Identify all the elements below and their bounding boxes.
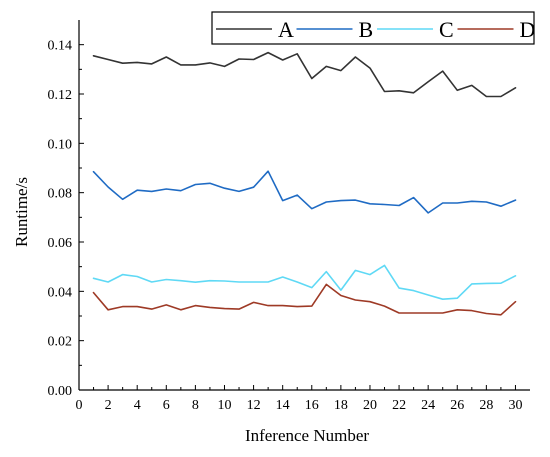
y-tick-label: 0.00 (48, 384, 73, 399)
x-tick-label: 6 (163, 398, 170, 413)
y-tick-label: 0.06 (48, 236, 73, 251)
y-tick-label: 0.08 (48, 187, 73, 202)
y-axis-title: Runtime/s (12, 177, 31, 247)
series-line-a (92, 51, 517, 98)
y-tick-label: 0.12 (48, 88, 73, 103)
x-tick-label: 14 (276, 398, 290, 413)
x-tick-label: 24 (421, 398, 435, 413)
x-axis-title: Inference Number (245, 426, 369, 445)
x-tick-label: 16 (305, 398, 319, 413)
x-tick-label: 2 (105, 398, 112, 413)
y-tick-label: 0.14 (48, 39, 73, 54)
x-tick-label: 4 (134, 398, 141, 413)
legend-box (211, 11, 535, 45)
legend-label-b: B (359, 17, 374, 42)
x-tick-label: 0 (76, 398, 83, 413)
series-line-d (92, 283, 517, 316)
series-line-b (92, 170, 517, 214)
x-tick-label: 8 (192, 398, 199, 413)
y-tick-label: 0.10 (48, 137, 73, 152)
x-tick-label: 30 (508, 398, 522, 413)
x-tick-label: 22 (392, 398, 406, 413)
legend-label-d: D (520, 17, 536, 42)
series-line-c (92, 264, 517, 301)
legend-label-a: A (278, 17, 294, 42)
x-tick-label: 28 (479, 398, 493, 413)
y-tick-label: 0.04 (48, 285, 73, 300)
legend-label-c: C (439, 17, 454, 42)
x-tick-label: 12 (247, 398, 261, 413)
x-tick-label: 10 (217, 398, 231, 413)
x-tick-label: 20 (363, 398, 377, 413)
x-tick-label: 26 (450, 398, 464, 413)
x-tick-label: 18 (334, 398, 348, 413)
y-tick-label: 0.02 (48, 335, 73, 350)
